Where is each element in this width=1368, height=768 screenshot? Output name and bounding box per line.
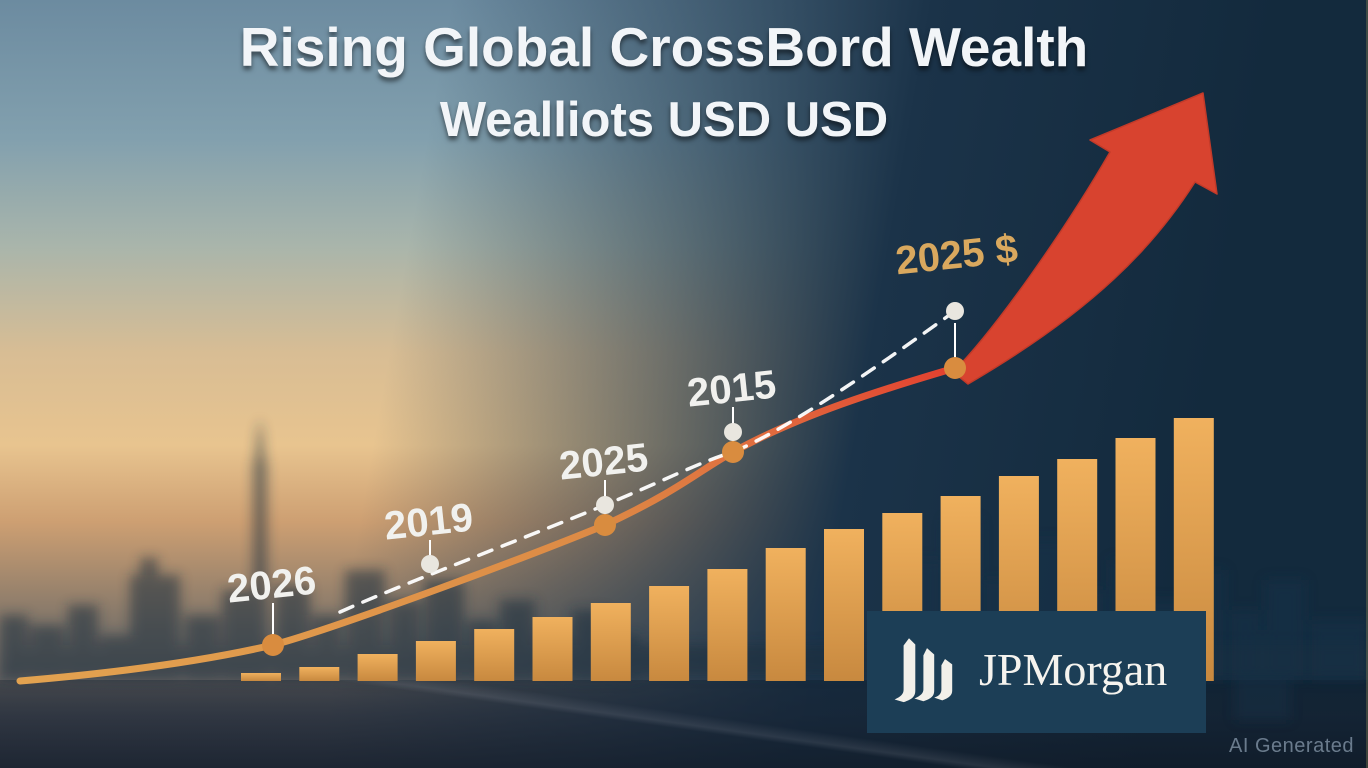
svg-text:2025 $: 2025 $ [894,227,1020,284]
svg-text:2026: 2026 [225,559,318,612]
svg-text:2015: 2015 [685,363,778,416]
svg-text:2019: 2019 [382,496,475,549]
svg-text:2025: 2025 [557,436,650,489]
